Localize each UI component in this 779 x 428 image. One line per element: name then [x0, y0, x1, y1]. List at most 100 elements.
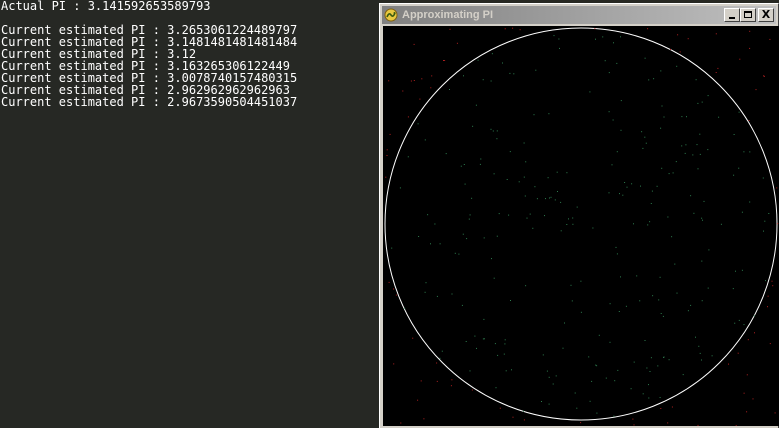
inside-point: [504, 343, 506, 345]
inside-point: [620, 36, 621, 38]
inside-point: [508, 214, 510, 216]
inside-point: [532, 227, 534, 229]
inside-point: [661, 167, 663, 169]
outside-point: [767, 295, 769, 297]
inside-point: [612, 119, 614, 121]
inside-point: [463, 75, 464, 77]
outside-point: [385, 176, 387, 178]
outside-point: [679, 51, 681, 53]
inside-point: [475, 104, 477, 106]
estimate-line: Current estimated PI : 3.007874015748031…: [1, 71, 298, 85]
inside-point: [663, 116, 665, 118]
inside-point: [622, 194, 624, 196]
estimate-line: Current estimated PI : 3.163265306122449: [1, 59, 290, 73]
inside-point: [707, 149, 709, 151]
inside-point: [681, 145, 683, 147]
estimate-line: Current estimated PI : 2.967359050445103…: [1, 95, 298, 109]
outside-point: [430, 87, 432, 89]
outside-point: [421, 78, 423, 80]
inside-point: [699, 133, 701, 135]
outside-point: [737, 352, 739, 354]
inside-point: [667, 216, 669, 218]
inside-point: [682, 374, 684, 376]
inside-point: [492, 130, 494, 132]
inside-point: [434, 223, 436, 225]
inside-point: [701, 260, 703, 262]
inside-point: [557, 191, 558, 192]
inside-point: [633, 223, 634, 225]
estimate-line: Current estimated PI : 3.12: [1, 47, 197, 61]
maximize-button[interactable]: [740, 8, 756, 22]
inside-point: [639, 300, 641, 302]
inside-point: [469, 214, 471, 216]
inside-point: [439, 357, 441, 359]
inside-point: [618, 311, 620, 312]
inside-point: [743, 324, 745, 326]
inside-point: [653, 78, 655, 80]
inside-point: [451, 293, 453, 295]
inside-point: [658, 299, 660, 301]
minimize-button[interactable]: [724, 8, 740, 22]
outside-point: [746, 374, 748, 376]
inside-point: [465, 341, 467, 342]
outside-point: [763, 75, 764, 77]
inside-point: [509, 72, 511, 74]
inside-point: [558, 38, 560, 40]
outside-point: [512, 416, 514, 418]
inside-point: [477, 59, 479, 61]
inside-point: [566, 224, 568, 225]
inside-point: [697, 102, 699, 104]
inside-point: [636, 275, 638, 277]
inside-point: [436, 295, 438, 297]
inside-point: [417, 123, 419, 125]
inside-point: [425, 282, 427, 284]
inside-point: [659, 397, 661, 398]
outside-point: [386, 149, 388, 151]
inside-point: [644, 57, 646, 59]
inside-point: [620, 100, 622, 102]
inside-point: [624, 182, 626, 183]
inside-point: [424, 139, 426, 141]
outside-point: [747, 339, 749, 341]
inside-point: [460, 165, 462, 167]
inside-point: [407, 156, 409, 158]
inside-point: [701, 217, 703, 219]
inside-point: [686, 116, 687, 118]
inside-point: [496, 235, 498, 237]
inside-point: [449, 89, 450, 90]
snake-icon[interactable]: [384, 8, 398, 22]
outside-point: [471, 389, 473, 391]
inside-point: [572, 223, 574, 225]
outside-point: [728, 363, 729, 365]
outside-point: [754, 332, 755, 334]
inside-point: [681, 116, 683, 118]
close-button[interactable]: X: [758, 8, 774, 22]
outside-point: [748, 120, 750, 121]
inside-point: [596, 412, 598, 414]
actual-pi-line: Actual PI : 3.141592653589793: [1, 0, 211, 13]
outside-point: [400, 422, 402, 424]
inside-point: [649, 371, 651, 372]
inside-point: [646, 367, 648, 369]
inside-point: [511, 369, 512, 371]
inside-point: [702, 219, 703, 221]
outside-point: [735, 425, 737, 426]
inside-point: [541, 401, 542, 402]
inside-point: [630, 388, 632, 390]
window-controls: X: [724, 8, 774, 22]
inside-point: [596, 365, 598, 367]
inside-point: [550, 196, 552, 198]
outside-point: [717, 67, 719, 69]
approximating-pi-window[interactable]: Approximating PI X: [379, 3, 779, 428]
inside-point: [466, 238, 468, 240]
inside-point: [576, 206, 578, 208]
inside-point: [526, 217, 528, 219]
inside-point: [469, 370, 471, 372]
window-titlebar[interactable]: Approximating PI X: [382, 6, 776, 24]
inside-point: [662, 315, 664, 317]
inside-point: [604, 60, 606, 62]
inside-point: [741, 211, 743, 213]
inside-point: [656, 185, 658, 187]
inside-point: [605, 377, 607, 379]
inside-point: [661, 105, 663, 107]
